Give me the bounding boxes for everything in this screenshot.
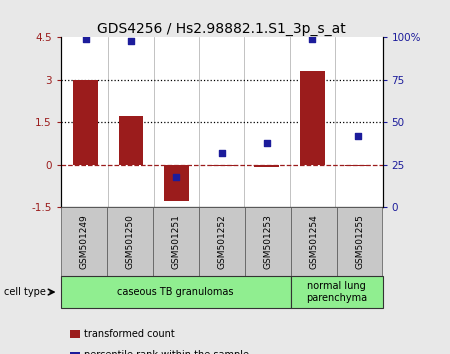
- Text: GSM501255: GSM501255: [355, 214, 364, 269]
- Bar: [209, 165, 234, 166]
- Point: [218, 150, 225, 155]
- Text: GSM501253: GSM501253: [263, 214, 272, 269]
- Text: GSM501250: GSM501250: [125, 214, 134, 269]
- Text: normal lung
parenchyma: normal lung parenchyma: [306, 281, 367, 303]
- Bar: [164, 165, 189, 201]
- Point: [309, 36, 316, 42]
- Bar: [345, 165, 370, 166]
- Point: [354, 133, 361, 138]
- Text: percentile rank within the sample: percentile rank within the sample: [84, 350, 249, 354]
- Point: [263, 140, 270, 145]
- Bar: [255, 165, 279, 167]
- Point: [173, 174, 180, 179]
- Text: GSM501249: GSM501249: [79, 214, 88, 269]
- Bar: [73, 80, 98, 165]
- Point: [127, 38, 135, 44]
- Bar: [118, 116, 144, 165]
- Bar: [300, 71, 325, 165]
- Title: GDS4256 / Hs2.98882.1.S1_3p_s_at: GDS4256 / Hs2.98882.1.S1_3p_s_at: [97, 22, 346, 36]
- Point: [82, 36, 89, 42]
- Text: GSM501252: GSM501252: [217, 214, 226, 269]
- Text: cell type: cell type: [4, 287, 46, 297]
- Text: caseous TB granulomas: caseous TB granulomas: [117, 287, 234, 297]
- Text: GSM501254: GSM501254: [309, 214, 318, 269]
- Text: GSM501251: GSM501251: [171, 214, 180, 269]
- Text: transformed count: transformed count: [84, 329, 175, 339]
